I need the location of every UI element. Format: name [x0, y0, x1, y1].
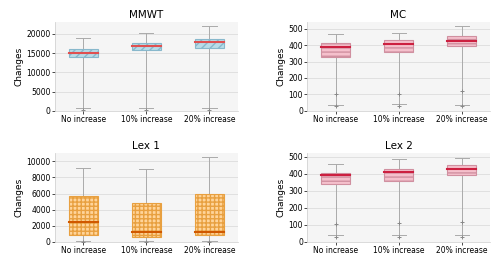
Y-axis label: Changes: Changes	[276, 178, 285, 217]
Y-axis label: Changes: Changes	[276, 47, 285, 86]
Bar	[322, 173, 350, 184]
Title: MC: MC	[390, 10, 406, 20]
Bar	[195, 39, 224, 48]
Bar	[69, 49, 98, 57]
Bar	[448, 36, 476, 46]
Bar	[384, 40, 413, 52]
Bar	[69, 196, 98, 235]
Title: Lex 2: Lex 2	[384, 141, 412, 151]
Bar	[448, 165, 476, 175]
Bar	[322, 43, 350, 57]
Bar	[384, 169, 413, 180]
Y-axis label: Changes: Changes	[15, 47, 24, 86]
Title: MMWT: MMWT	[130, 10, 164, 20]
Bar	[132, 203, 160, 237]
Bar	[132, 43, 160, 50]
Bar	[195, 194, 224, 235]
Title: Lex 1: Lex 1	[132, 141, 160, 151]
Y-axis label: Changes: Changes	[15, 178, 24, 217]
